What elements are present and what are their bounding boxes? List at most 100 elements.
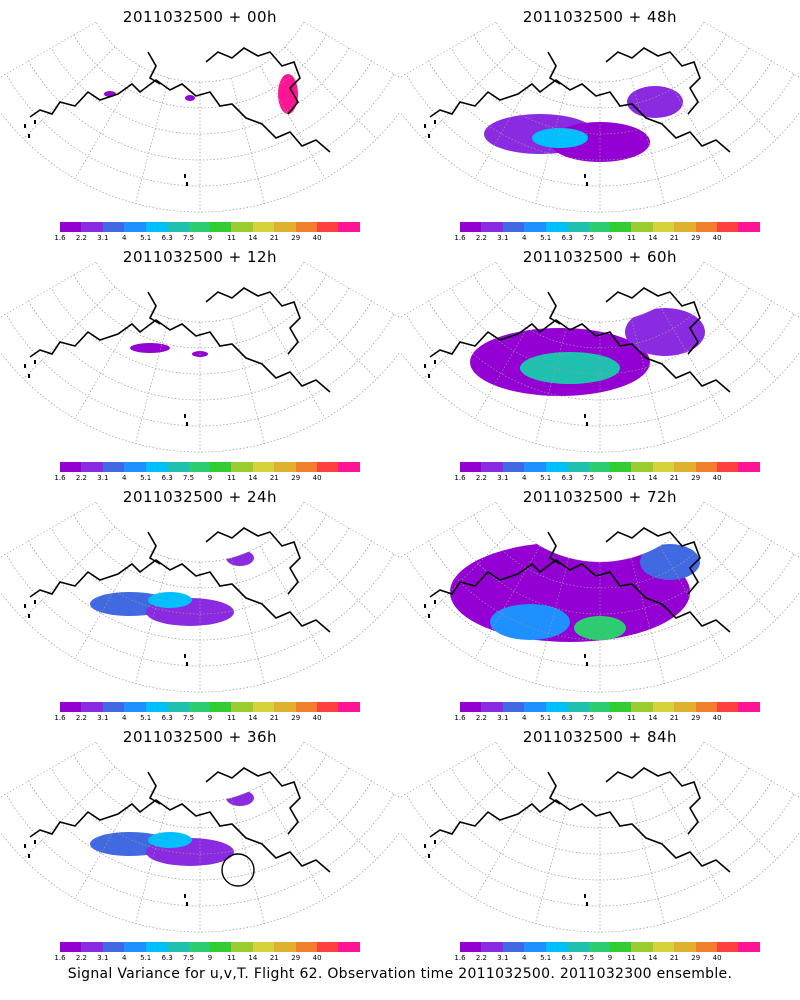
- colorbar-swatch: [717, 702, 739, 712]
- latitude-line: [95, 742, 305, 803]
- colorbar-swatch: [695, 462, 718, 472]
- longitude-line: [134, 317, 170, 444]
- island: [428, 374, 430, 378]
- map-projection: [400, 502, 800, 693]
- colorbar-swatch: [145, 462, 168, 472]
- colorbar-swatch: [188, 462, 210, 472]
- map-projection: [400, 742, 800, 933]
- colorbar-tick-label: 3.1: [97, 234, 109, 242]
- island: [186, 662, 188, 666]
- coastline: [205, 47, 301, 115]
- colorbar-tick-label: 2.2: [475, 954, 487, 962]
- colorbar: [60, 702, 360, 712]
- colorbar-swatch: [102, 942, 125, 952]
- island: [424, 124, 426, 128]
- colorbar-tick-label: 4: [522, 234, 527, 242]
- colorbar-swatch: [124, 942, 146, 952]
- figure-caption: Signal Variance for u,v,T. Flight 62. Ob…: [67, 966, 733, 982]
- colorbar-swatch: [652, 222, 675, 232]
- latitude-line: [5, 793, 395, 907]
- longitude-line: [534, 317, 570, 444]
- colorbar-tick-label: 1.6: [454, 714, 466, 722]
- longitude-line: [303, 502, 400, 558]
- island: [184, 654, 186, 658]
- colorbar-tick-label: 3.1: [97, 954, 109, 962]
- colorbar-swatch: [188, 942, 210, 952]
- colorbar-tick-label: 5.1: [140, 714, 152, 722]
- colorbar-tick-label: 1.6: [454, 954, 466, 962]
- colorbar-tick-label: 6.3: [561, 474, 573, 482]
- colorbar-swatch: [209, 222, 232, 232]
- colorbar-tick-label: 4: [122, 234, 127, 242]
- island: [584, 414, 586, 418]
- longitude-line: [630, 317, 666, 444]
- island: [428, 854, 430, 858]
- latitude-line: [400, 111, 800, 213]
- colorbar-swatch: [60, 942, 82, 952]
- latitude-line: [495, 22, 705, 83]
- colorbar-tick-label: 14: [248, 474, 258, 482]
- longitude-line: [659, 65, 726, 179]
- colorbar-swatch: [338, 942, 360, 952]
- colorbar-tick-label: 29: [691, 474, 701, 482]
- colorbar-tick-label: 29: [691, 954, 701, 962]
- longitude-line: [230, 317, 266, 444]
- coastline: [605, 287, 701, 355]
- colorbar-tick-label: 3.1: [497, 234, 509, 242]
- island: [186, 902, 188, 906]
- coastline: [429, 559, 731, 633]
- map-projection: [400, 262, 800, 453]
- colorbar-tick-label: 3.1: [497, 474, 509, 482]
- variance-region: [278, 74, 298, 114]
- colorbar-tick-label: 40: [312, 234, 322, 242]
- colorbar-tick-label: 14: [648, 234, 658, 242]
- island: [34, 360, 36, 364]
- colorbar-swatch: [60, 222, 82, 232]
- colorbar-swatch: [545, 942, 568, 952]
- colorbar-swatch: [481, 462, 503, 472]
- colorbar-swatch: [545, 462, 568, 472]
- longitude-line: [259, 65, 326, 179]
- colorbar-swatch: [209, 942, 232, 952]
- longitude-line: [474, 545, 541, 659]
- colorbar-swatch: [481, 222, 503, 232]
- colorbar-tick-label: 2.2: [75, 234, 87, 242]
- latitude-line: [50, 527, 350, 615]
- coastline: [29, 559, 331, 633]
- island: [428, 614, 430, 618]
- colorbar-swatch: [295, 222, 318, 232]
- colorbar-tick-label: 14: [648, 474, 658, 482]
- colorbar-swatch: [674, 462, 696, 472]
- colorbar-swatch: [674, 942, 696, 952]
- coastline: [547, 531, 561, 565]
- longitude-line: [474, 305, 541, 419]
- colorbar-swatch: [231, 942, 253, 952]
- colorbar-tick-label: 6.3: [161, 954, 173, 962]
- forecast-panel: 2011032500 + 24h 1.6 2.2 3.1 4 5.1 6.3 7.5 9 11 14…: [0, 480, 400, 722]
- longitude-line: [630, 797, 666, 924]
- colorbar-tick-label: 7.5: [582, 954, 595, 962]
- colorbar-tick-label: 2.2: [475, 474, 487, 482]
- colorbar-tick-label: 5.1: [140, 474, 152, 482]
- colorbar-tick-label: 1.6: [454, 474, 466, 482]
- colorbar-tick-label: 9: [207, 234, 213, 242]
- longitude-line: [474, 65, 541, 179]
- colorbar-swatch: [588, 462, 610, 472]
- latitude-line: [0, 591, 400, 693]
- colorbar-swatch: [609, 942, 632, 952]
- colorbar-tick-label: 9: [607, 714, 613, 722]
- colorbar-swatch: [295, 942, 318, 952]
- colorbar-swatch: [317, 222, 339, 232]
- coastline: [547, 51, 561, 85]
- colorbar-tick-label: 29: [291, 234, 301, 242]
- longitude-line: [284, 46, 378, 140]
- colorbar-tick-label: 40: [312, 954, 322, 962]
- colorbar-swatch: [145, 942, 168, 952]
- variance-region: [640, 544, 700, 580]
- coastline: [29, 319, 331, 393]
- longitude-line: [684, 286, 778, 380]
- longitude-line: [230, 77, 266, 204]
- colorbar-tick-label: 11: [226, 234, 236, 242]
- colorbar-tick-label: 5.1: [540, 234, 552, 242]
- forecast-panel: 2011032500 + 00h 1.6 2.2 3.1 4 5.1 6.3 7.5 9 11 14…: [0, 0, 400, 242]
